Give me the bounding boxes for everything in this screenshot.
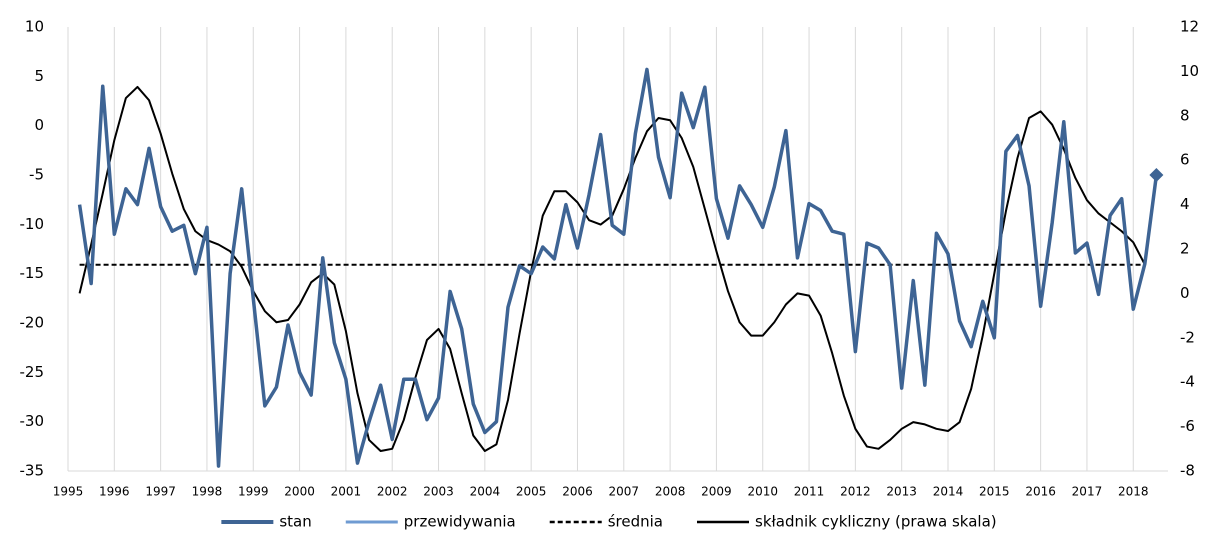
legend-label: przewidywania xyxy=(404,513,516,531)
y2-tick-label: 6 xyxy=(1180,151,1190,169)
x-tick-label: 2003 xyxy=(423,485,454,499)
y2-tick-label: 8 xyxy=(1180,106,1190,124)
x-tick-label: 1998 xyxy=(192,485,223,499)
y2-tick-label: -2 xyxy=(1180,328,1195,346)
data-point xyxy=(1149,168,1164,182)
x-tick-label: 2010 xyxy=(747,485,778,499)
x-tick-label: 2007 xyxy=(609,485,640,499)
x-tick-label: 2006 xyxy=(562,485,593,499)
y2-tick-label: 0 xyxy=(1180,284,1190,302)
y-tick-label: -30 xyxy=(20,412,45,430)
y2-tick-label: 10 xyxy=(1180,62,1199,80)
x-tick-label: 2000 xyxy=(284,485,315,499)
y-tick-label: -35 xyxy=(20,462,45,480)
y-tick-label: -25 xyxy=(20,363,45,381)
y2-tick-label: 2 xyxy=(1180,240,1190,258)
series-line xyxy=(78,85,1146,453)
y-tick-label: -15 xyxy=(20,264,45,282)
x-tick-label: 2004 xyxy=(470,485,501,499)
x-tick-label: 2015 xyxy=(979,485,1010,499)
legend-label: stan xyxy=(279,513,311,531)
y2-tick-label: -4 xyxy=(1180,373,1195,391)
x-tick-label: 2013 xyxy=(886,485,917,499)
x-tick-label: 2005 xyxy=(516,485,547,499)
x-tick-label: 1997 xyxy=(145,485,176,499)
y-tick-label: 5 xyxy=(34,67,44,85)
x-tick-label: 1999 xyxy=(238,485,269,499)
x-tick-label: 2018 xyxy=(1118,485,1149,499)
x-tick-label: 2012 xyxy=(840,485,871,499)
legend-label: składnik cykliczny (prawa skala) xyxy=(755,513,997,531)
legend: stan przewidywania średnia składnik cyklicz… xyxy=(221,513,997,531)
x-tick-label: 2002 xyxy=(377,485,408,499)
x-tick-label: 2011 xyxy=(794,485,825,499)
x-tick-label: 2009 xyxy=(701,485,732,499)
y-tick-label: -10 xyxy=(20,215,45,233)
y2-tick-label: 4 xyxy=(1180,195,1190,213)
x-tick-label: 2001 xyxy=(331,485,362,499)
x-tick-label: 2014 xyxy=(933,485,964,499)
x-tick-label: 1995 xyxy=(53,485,84,499)
y-tick-label: -5 xyxy=(29,166,44,184)
x-tick-label: 2017 xyxy=(1072,485,1103,499)
y-tick-label: 0 xyxy=(34,116,44,134)
y-tick-label: 10 xyxy=(25,18,44,36)
y-tick-label: -20 xyxy=(20,314,45,332)
y2-tick-label: 12 xyxy=(1180,18,1199,36)
series-line xyxy=(77,67,1159,468)
x-tick-label: 2008 xyxy=(655,485,686,499)
y2-tick-label: -8 xyxy=(1180,462,1195,480)
y2-tick-label: -6 xyxy=(1180,417,1195,435)
x-tick-label: 1996 xyxy=(99,485,130,499)
legend-label: średnia xyxy=(608,513,663,531)
x-tick-label: 2016 xyxy=(1025,485,1056,499)
